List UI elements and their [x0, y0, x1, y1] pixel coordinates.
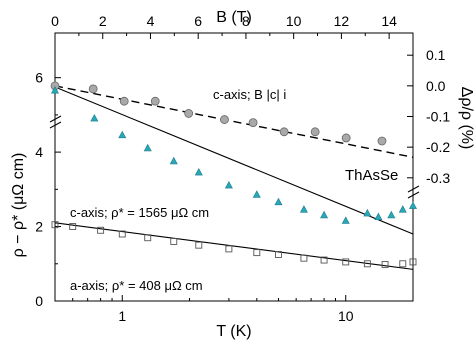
a-axis-square-point	[118, 230, 126, 238]
c-axis-triangle-point	[90, 113, 99, 122]
upper-dashed-fit-line	[54, 85, 414, 158]
top-tick-label: 4	[147, 13, 155, 29]
upper-circle-point	[310, 127, 320, 137]
upper-circle-point	[248, 118, 258, 128]
a-axis-square-point	[381, 261, 389, 268]
a-axis-square-point	[253, 249, 261, 257]
a-axis-square-point	[69, 223, 77, 231]
c-axis-triangle-point	[274, 197, 283, 206]
upper-circle-point	[184, 109, 194, 118]
left-tick-label: 6	[35, 70, 43, 86]
a-axis-square-point	[300, 254, 308, 262]
a-axis-square-point	[409, 258, 417, 266]
c-axis-triangle-point	[224, 180, 233, 189]
upper-circle-point	[119, 96, 129, 106]
right-axis-break	[407, 185, 420, 199]
upper-series-label: c-axis; B |c| i	[213, 87, 286, 102]
upper-circle-point	[279, 127, 289, 137]
c-axis-triangle-point	[320, 210, 329, 219]
left-axis-title: ρ − ρ* (μΩ cm)	[10, 153, 27, 258]
a-axis-square-point	[320, 256, 328, 264]
left-tick-label: 4	[35, 144, 43, 160]
right-tick-label: -0.2	[426, 139, 450, 155]
a-axis-square-point	[97, 226, 105, 234]
upper-circle-point	[341, 133, 351, 143]
a-axis-square-point	[225, 245, 233, 253]
c-axis-triangle-point	[50, 86, 60, 94]
right-tick-label: 0.1	[426, 47, 446, 63]
top-tick-label: 0	[51, 13, 59, 29]
top-tick-label: 14	[381, 13, 397, 29]
c-axis-triangle-point	[169, 156, 178, 165]
top-axis-title: B (T)	[216, 9, 252, 26]
right-tick-label: -0.1	[426, 109, 450, 125]
c-axis-triangle-point	[341, 216, 350, 224]
upper-circle-point	[220, 115, 229, 124]
left-axis-ticks: 0 2 4 6	[35, 70, 61, 309]
c-axis-triangle-point	[408, 201, 418, 209]
top-tick-label: 10	[286, 13, 302, 29]
fit-lines	[54, 85, 414, 270]
bottom-tick-label: 10	[338, 308, 354, 324]
right-axis-ticks: 0.1 0.0 -0.1 -0.2 -0.3	[407, 47, 450, 186]
plot-frame	[54, 32, 414, 302]
c-axis-triangle-point	[299, 205, 308, 213]
a-axis-square-point	[342, 258, 350, 266]
a-axis-square-point	[195, 241, 203, 249]
a-axis-square-point	[399, 260, 407, 268]
a-axis-square-point	[51, 221, 59, 229]
c-axis-triangle-point	[194, 167, 203, 176]
data-markers	[50, 81, 418, 268]
right-tick-label: -0.3	[426, 170, 450, 186]
upper-circle-point	[88, 84, 98, 94]
left-axis-break	[49, 115, 62, 129]
left-tick-label: 0	[35, 293, 43, 309]
top-tick-label: 12	[334, 13, 350, 29]
compound-label: ThAsSe	[345, 167, 398, 184]
top-tick-label: 2	[99, 13, 107, 29]
bottom-tick-label: 1	[118, 308, 126, 324]
a-axis-square-point	[363, 260, 371, 268]
bottom-axis-title: T (K)	[216, 323, 251, 340]
a-axis-series-label: a-axis; ρ* = 408 μΩ cm	[70, 278, 203, 293]
c-axis-triangle-point	[398, 205, 407, 213]
top-tick-label: 8	[242, 13, 250, 29]
upper-circle-point	[150, 96, 160, 106]
c-axis-triangle-point	[252, 190, 261, 198]
c-axis-series-label: c-axis; ρ* = 1565 μΩ cm	[70, 205, 209, 220]
a-axis-square-point	[144, 234, 152, 242]
c-axis-triangle-point	[143, 143, 152, 152]
a-axis-fit-line	[54, 222, 414, 270]
c-axis-triangle-point	[363, 208, 372, 217]
c-axis-triangle-point	[374, 212, 383, 221]
bottom-axis-ticks: 1 10	[72, 295, 414, 324]
a-axis-square-point	[170, 237, 178, 245]
a-axis-square-point	[275, 251, 282, 258]
right-axis-title: Δρ/ρ (%)	[458, 87, 475, 150]
c-axis-triangle-point	[118, 130, 127, 139]
left-tick-label: 2	[35, 219, 43, 235]
c-axis-triangle-point	[387, 210, 396, 219]
top-axis-ticks: 0 2 4 6 8 10 12 14	[51, 13, 414, 39]
c-axis-fit-line	[54, 86, 414, 235]
right-tick-label: 0.0	[426, 78, 446, 94]
upper-circle-point	[377, 136, 387, 146]
top-tick-label: 6	[194, 13, 202, 29]
